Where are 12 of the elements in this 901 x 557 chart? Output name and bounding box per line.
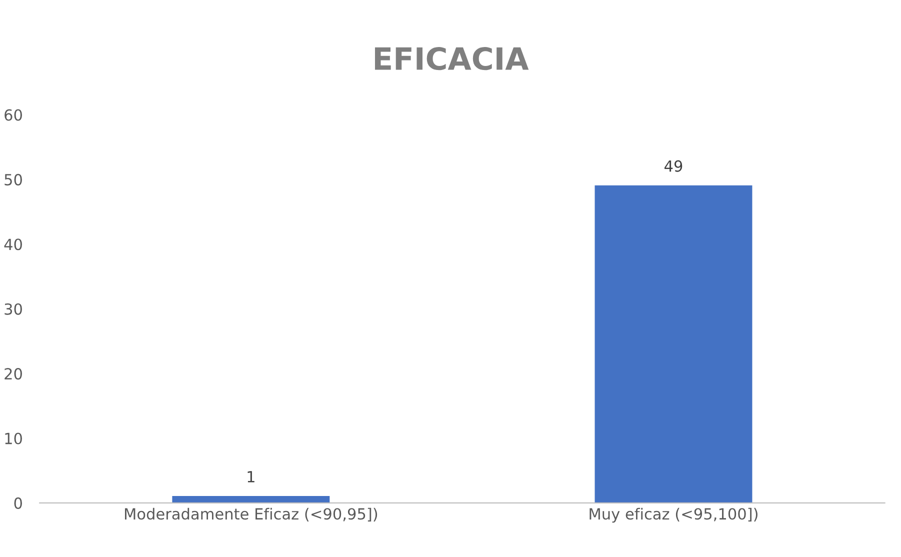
y-tick-label: 30 xyxy=(4,303,22,315)
chart-title: EFICACIA xyxy=(374,47,529,70)
y-tick-label: 20 xyxy=(4,368,22,380)
y-tick-label: 0 xyxy=(14,497,22,509)
y-tick-label: 40 xyxy=(4,238,22,250)
y-tick-label: 60 xyxy=(4,109,22,121)
data-label: 49 xyxy=(664,160,682,172)
y-tick-label: 50 xyxy=(4,174,22,186)
data-label: 1 xyxy=(248,471,254,482)
x-tick-label: Moderadamente Eficaz (<90,95]) xyxy=(124,508,378,522)
x-tick-label: Muy eficaz (<95,100]) xyxy=(590,508,758,523)
y-tick-label: 10 xyxy=(5,432,22,444)
